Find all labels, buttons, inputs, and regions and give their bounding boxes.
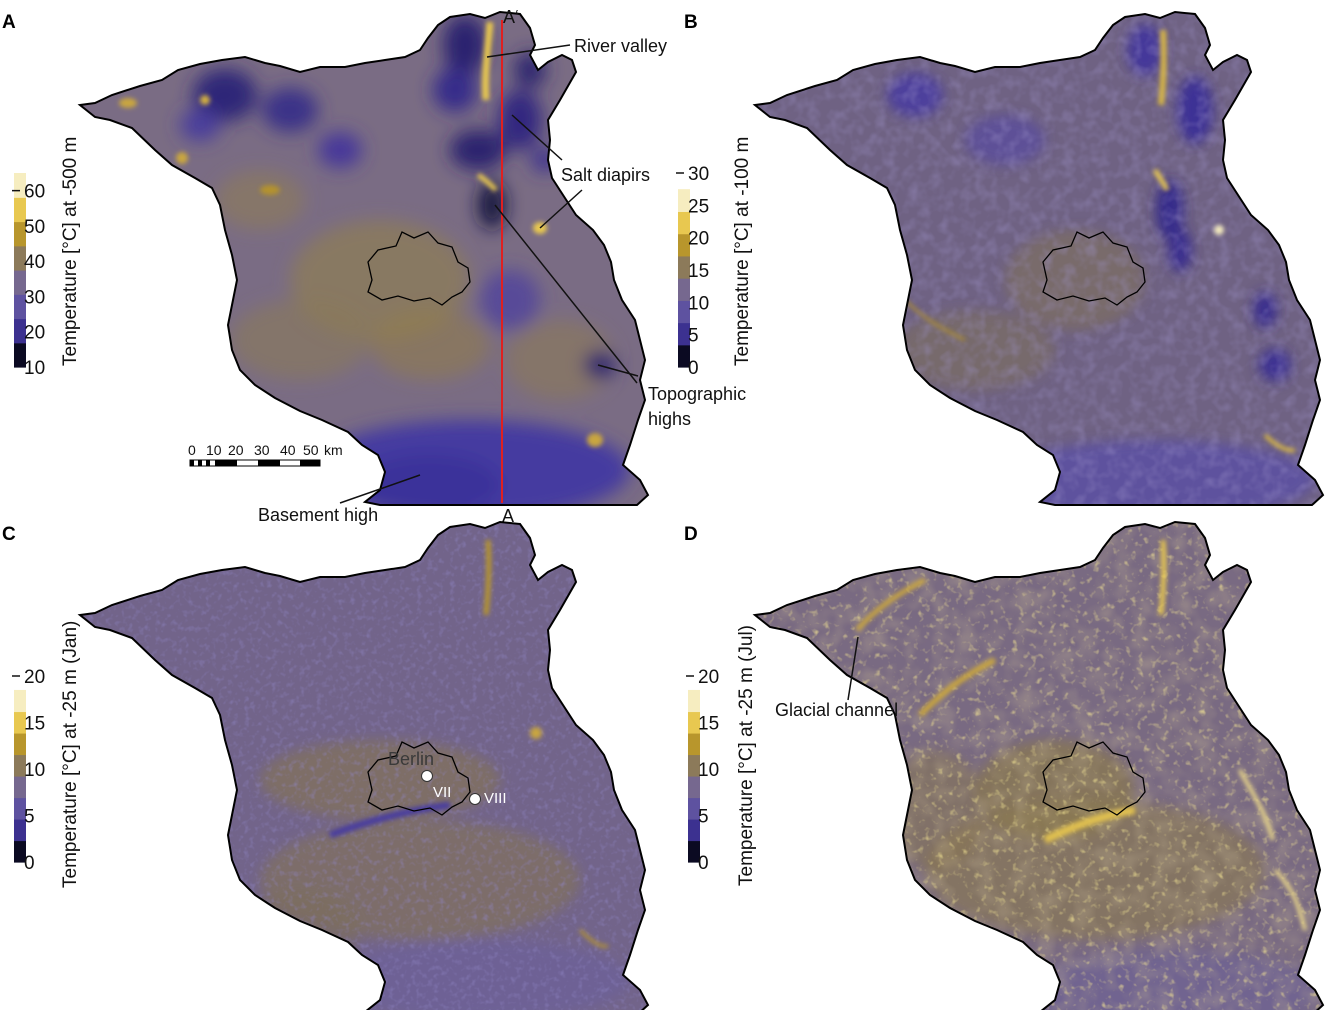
- panel-d: D: [684, 521, 1324, 1015]
- scale-unit: km: [324, 442, 343, 458]
- scale-label-0: 0: [188, 442, 196, 458]
- annotation-salt-diapirs: Salt diapirs: [561, 165, 650, 185]
- colorbar-b: Temperature [°C] at -100 m 0 5 10 15 20 25 30: [676, 137, 753, 379]
- colorbar-segment: [678, 189, 690, 212]
- label-berlin: Berlin: [388, 749, 434, 769]
- colorbar-tick-label: 20: [24, 667, 45, 688]
- temperature-map-d: [755, 522, 1323, 1015]
- scale-label-10: 10: [206, 442, 222, 458]
- panel-b: B: [676, 11, 1324, 506]
- panel-label-c: C: [2, 524, 16, 545]
- colorbar-segment: [688, 818, 700, 842]
- panel-label-d: D: [684, 524, 698, 545]
- colorbar-segment: [14, 689, 26, 713]
- colorbar-tick-label: 20: [24, 323, 45, 344]
- colorbar-segment: [688, 775, 700, 799]
- colorbar-tick-label: 5: [698, 807, 709, 828]
- scale-label-20: 20: [228, 442, 244, 458]
- scale-bar: 0 10 20 30 40 50 km: [188, 442, 343, 467]
- temperature-map-a: [80, 12, 648, 505]
- colorbar-tick-label: 15: [688, 261, 709, 282]
- colorbar-segment: [14, 318, 26, 344]
- colorbar-segment: [14, 294, 26, 320]
- colorbar-segment: [14, 754, 26, 777]
- colorbar-segment: [14, 797, 26, 820]
- colorbar-tick-label: 0: [698, 853, 709, 874]
- colorbar-segment: [14, 173, 26, 198]
- label-viii: VIII: [484, 790, 507, 807]
- station-viii-marker: [469, 793, 481, 805]
- section-end-label: A‘: [503, 7, 519, 27]
- colorbar-tick-label: 50: [24, 217, 45, 238]
- colorbar-segment: [688, 711, 700, 734]
- colorbar-tick-label: 10: [688, 293, 709, 314]
- colorbar-tick-label: 15: [24, 714, 45, 735]
- colorbar-segment: [14, 245, 26, 271]
- colorbar-segment: [14, 221, 26, 247]
- scale-label-50: 50: [303, 442, 319, 458]
- colorbar-segment: [14, 711, 26, 734]
- panel-c: C Berlin: [2, 521, 649, 1015]
- annotation-river-valley: River valley: [574, 36, 667, 56]
- annotation-topographic: Topographic: [648, 384, 746, 404]
- colorbar-segment: [678, 211, 690, 235]
- colorbar-segment: [14, 732, 26, 756]
- scale-label-30: 30: [254, 442, 270, 458]
- colorbar-tick-label: 25: [688, 196, 709, 217]
- colorbar-segment: [14, 270, 26, 295]
- colorbar-tick-label: 10: [698, 760, 719, 781]
- colorbar-segment: [688, 754, 700, 777]
- panel-a: A: [2, 7, 746, 526]
- colorbar-segment: [14, 818, 26, 842]
- colorbar-segment: [678, 278, 690, 301]
- annotation-basement-high: Basement high: [258, 505, 378, 525]
- colorbar-tick-label: 5: [688, 326, 699, 347]
- colorbar-tick-label: 30: [24, 287, 45, 308]
- colorbar-segment: [688, 797, 700, 820]
- colorbar-tick-label: 20: [688, 229, 709, 250]
- colorbar-segment: [688, 689, 700, 713]
- colorbar-tick-label: 20: [698, 667, 719, 688]
- colorbar-c: Temperature [°C] at -25 m (Jan) 0 5 10 15 20: [12, 621, 81, 888]
- section-start-label: A: [502, 506, 514, 526]
- colorbar-title-c: Temperature [°C] at -25 m (Jan): [60, 621, 81, 888]
- scale-label-40: 40: [280, 442, 296, 458]
- colorbar-segment: [678, 344, 690, 368]
- colorbar-d: Temperature [°C] at -25 m (Jul) 0 5 10 15 20: [686, 625, 757, 886]
- annotation-glacial-channel: Glacial channel: [775, 700, 898, 720]
- colorbar-tick-label: 10: [24, 760, 45, 781]
- colorbar-segment: [14, 197, 26, 223]
- panel-label-b: B: [684, 12, 698, 33]
- colorbar-segment: [688, 840, 700, 863]
- temperature-map-c: [80, 522, 648, 1015]
- colorbar-tick-label: 15: [698, 714, 719, 735]
- colorbar-segment: [14, 775, 26, 799]
- colorbar-segment: [688, 732, 700, 756]
- colorbar-title-a: Temperature [°C] at -500 m: [60, 137, 81, 366]
- colorbar-title-d: Temperature [°C] at -25 m (Jul): [736, 625, 757, 886]
- colorbar-tick-label: 10: [24, 358, 45, 379]
- colorbar-a: Temperature [°C] at -500 m 10 20 30 40 50 60: [12, 137, 81, 379]
- colorbar-segment: [678, 322, 690, 346]
- colorbar-tick-label: 40: [24, 252, 45, 273]
- colorbar-tick-label: 30: [688, 164, 709, 185]
- colorbar-segment: [678, 233, 690, 257]
- station-vii-marker: [421, 770, 433, 782]
- colorbar-segment: [678, 255, 690, 279]
- colorbar-segment: [678, 300, 690, 324]
- label-vii: VII: [433, 784, 451, 801]
- colorbar-tick-label: 5: [24, 807, 35, 828]
- colorbar-tick-label: 0: [24, 853, 35, 874]
- colorbar-tick-label: 60: [24, 182, 45, 203]
- panel-label-a: A: [2, 12, 16, 33]
- temperature-map-b: [755, 12, 1323, 505]
- colorbar-segment: [14, 840, 26, 863]
- colorbar-tick-label: 0: [688, 358, 699, 379]
- annotation-highs: highs: [648, 409, 691, 429]
- colorbar-segment: [14, 342, 26, 368]
- colorbar-title-b: Temperature [°C] at -100 m: [732, 137, 753, 366]
